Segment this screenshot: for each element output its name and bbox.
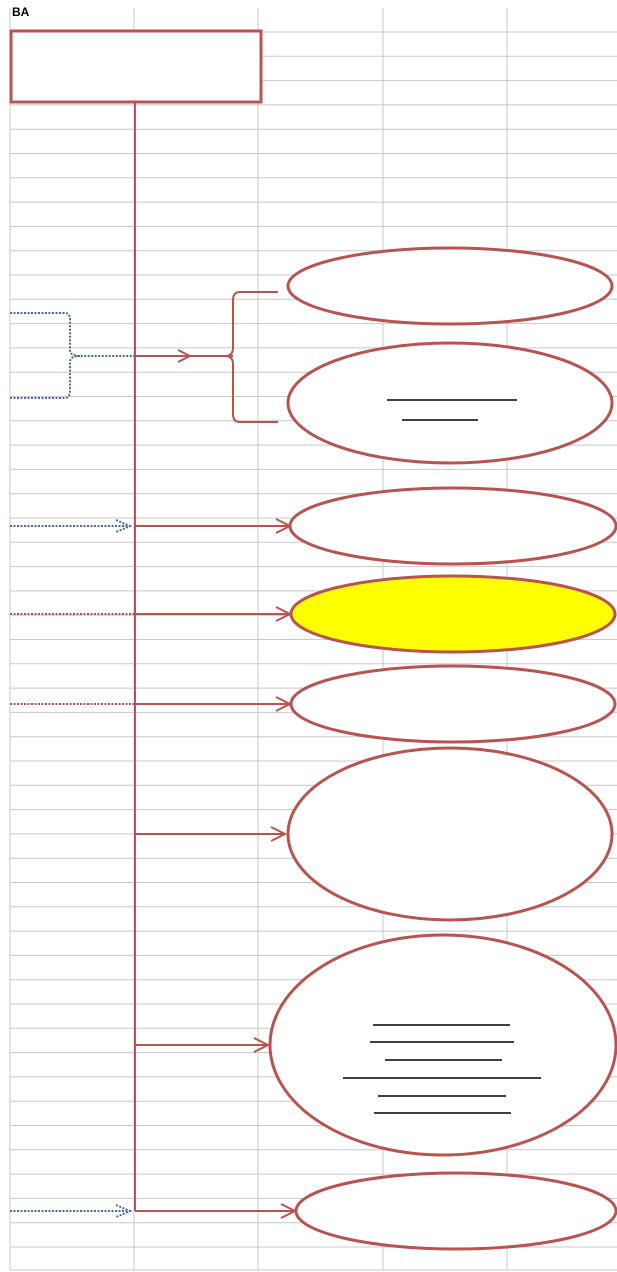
box: [9, 29, 263, 104]
node: [286, 246, 614, 326]
arrowhead: [115, 1204, 133, 1218]
node: [294, 1171, 617, 1251]
node-highlight: [289, 574, 617, 654]
arrow: [135, 696, 293, 712]
node: [286, 341, 614, 465]
arrow: [135, 1203, 298, 1219]
arrow: [135, 518, 293, 534]
arrow: [135, 606, 293, 622]
arrow: [135, 1037, 271, 1053]
arrowhead: [115, 519, 133, 533]
node: [286, 746, 614, 922]
bracket: [135, 291, 278, 423]
node: [288, 486, 617, 566]
arrow: [135, 826, 288, 842]
sheet-title: BA: [12, 5, 30, 19]
brace-left: [10, 312, 135, 399]
node: [268, 933, 617, 1157]
node: [289, 664, 617, 744]
